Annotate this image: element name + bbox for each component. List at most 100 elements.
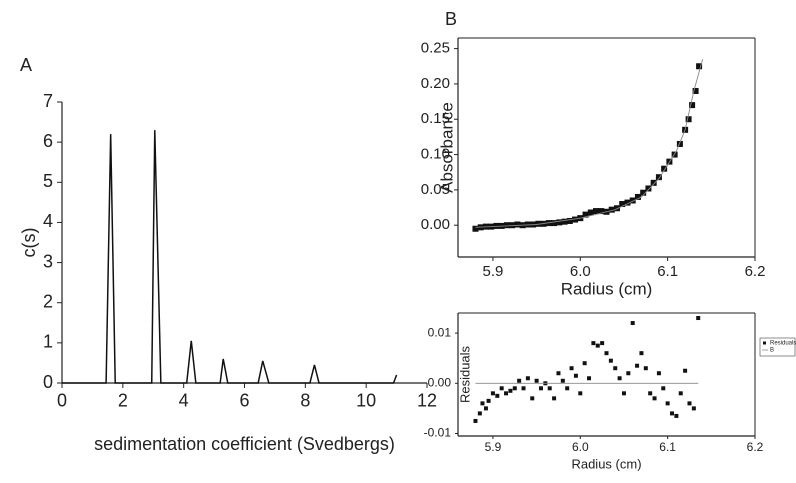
y-tick-label: 0.00 <box>421 216 450 233</box>
data-point <box>635 363 640 368</box>
data-point <box>674 413 679 418</box>
y-axis-label: c(s) <box>19 228 39 258</box>
data-point <box>578 391 583 396</box>
data-point <box>619 201 626 208</box>
x-tick-label: 6.0 <box>570 263 591 280</box>
data-point <box>617 376 622 381</box>
data-point <box>652 396 657 401</box>
data-point <box>696 316 701 321</box>
data-point <box>661 165 668 172</box>
y-tick-label: 0.05 <box>421 181 450 198</box>
data-point <box>508 388 513 393</box>
data-point <box>551 220 558 227</box>
data-point <box>547 386 552 391</box>
data-point <box>552 396 557 401</box>
y-tick-label: 0.10 <box>421 146 450 163</box>
y-axis-label: Residuals <box>457 345 472 403</box>
x-tick-label: 6 <box>239 390 249 410</box>
legend-label: Residuals <box>770 341 796 347</box>
x-tick-label: 5.9 <box>485 440 502 454</box>
data-point <box>685 116 692 123</box>
x-tick-label: 5.9 <box>483 263 504 280</box>
x-tick-label: 12 <box>417 390 437 410</box>
data-point <box>626 371 631 376</box>
data-point <box>486 398 491 403</box>
data-point <box>678 391 683 396</box>
data-point <box>639 351 644 356</box>
y-tick-label: 0 <box>43 372 53 392</box>
data-point <box>556 371 561 376</box>
data-point <box>648 391 653 396</box>
data-point <box>595 343 600 348</box>
data-point <box>634 193 641 200</box>
x-tick-label: 8 <box>300 390 310 410</box>
y-tick-label: 1 <box>43 332 53 352</box>
data-point <box>613 205 620 212</box>
y-tick-label: 3 <box>43 251 53 271</box>
x-tick-label: 2 <box>118 390 128 410</box>
data-point <box>490 391 495 396</box>
data-point <box>521 386 526 391</box>
data-point <box>534 378 539 383</box>
data-point <box>687 401 692 406</box>
data-point <box>512 386 517 391</box>
data-point <box>472 225 479 232</box>
x-tick-label: 6.2 <box>745 263 766 280</box>
x-axis-label: Radius (cm) <box>571 456 641 471</box>
y-tick-label: 7 <box>43 91 53 111</box>
data-point <box>582 211 589 218</box>
data-point <box>560 378 565 383</box>
data-point <box>604 351 609 356</box>
data-point <box>569 366 574 371</box>
x-tick-label: 6.0 <box>572 440 589 454</box>
data-point <box>566 217 573 224</box>
data-point <box>591 341 596 346</box>
data-point <box>499 386 504 391</box>
y-tick-label: 5 <box>43 171 53 191</box>
data-line <box>475 59 704 228</box>
legend-marker <box>763 341 766 345</box>
data-point <box>483 406 488 411</box>
data-point <box>624 199 631 206</box>
data-point <box>608 358 613 363</box>
data-point <box>503 222 510 229</box>
data-point <box>665 401 670 406</box>
legend-label: B <box>770 348 774 354</box>
x-tick-label: 0 <box>57 390 67 410</box>
data-point <box>661 386 666 391</box>
data-point <box>670 411 675 416</box>
y-axis-label: Absorbance <box>437 102 456 193</box>
data-point <box>525 376 530 381</box>
data-line <box>62 130 398 384</box>
data-point <box>480 401 485 406</box>
data-point <box>514 221 521 228</box>
x-axis-label: sedimentation coefficient (Svedbergs) <box>94 434 395 454</box>
x-tick-label: 6.1 <box>657 263 678 280</box>
data-point <box>556 219 563 226</box>
data-point <box>640 189 647 196</box>
data-point <box>608 206 615 213</box>
data-point <box>655 174 662 181</box>
data-point <box>600 341 605 346</box>
x-tick-label: 6.2 <box>747 440 764 454</box>
data-point <box>696 63 703 70</box>
panel-label: B <box>445 9 457 29</box>
data-point <box>477 411 482 416</box>
x-tick-label: 10 <box>356 390 376 410</box>
data-point <box>645 185 652 192</box>
data-point <box>643 366 648 371</box>
data-point <box>650 179 657 186</box>
data-point <box>656 371 661 376</box>
data-point <box>598 208 605 215</box>
data-point <box>692 87 699 94</box>
data-point <box>573 373 578 378</box>
x-tick-label: 6.1 <box>659 440 676 454</box>
data-point <box>613 366 618 371</box>
data-point <box>676 140 683 147</box>
legend-box <box>759 337 796 357</box>
y-tick-label: -0.01 <box>424 426 452 440</box>
data-point <box>689 102 696 109</box>
data-point <box>504 391 509 396</box>
data-point <box>582 361 587 366</box>
